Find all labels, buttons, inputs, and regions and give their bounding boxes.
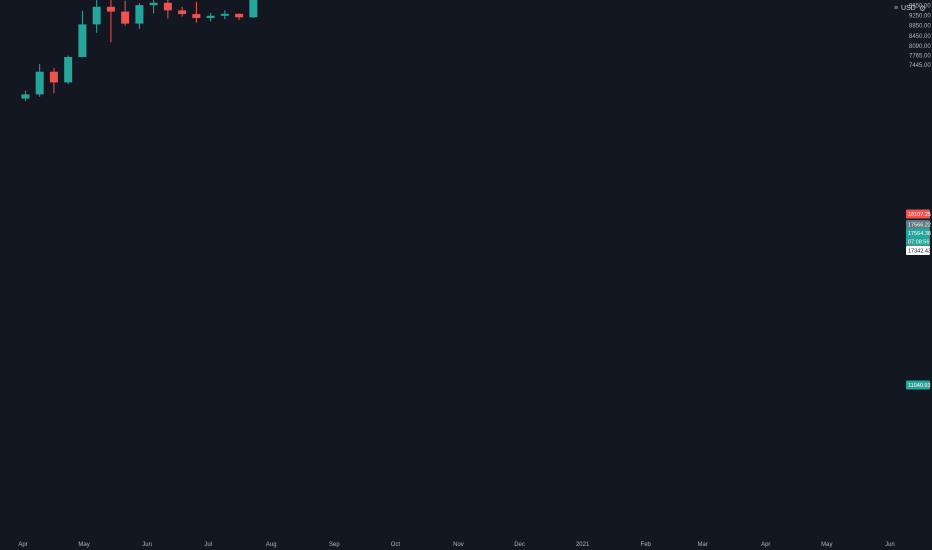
- candles-layer: [21, 0, 258, 102]
- x-tick-label: Aug: [266, 542, 277, 548]
- price-label-last: [906, 228, 930, 238]
- candle: [135, 2, 144, 29]
- x-tick-label: Jun: [885, 542, 895, 548]
- price-label-last-text: 17564.38: [908, 231, 931, 237]
- price-label-cursor-text: 17342.43: [908, 249, 931, 255]
- price-label-countdown: [906, 237, 930, 246]
- x-tick-label: May: [78, 542, 89, 548]
- price-labels: 18107.25 17566.22 17564.38 07:08:56 17342.43…: [906, 209, 931, 390]
- x-tick-label: Jul: [204, 542, 212, 548]
- candle-body: [21, 94, 30, 99]
- price-label-stop: [906, 209, 930, 219]
- candle-body: [64, 56, 73, 83]
- candle: [21, 90, 30, 102]
- menu-icon[interactable]: ≡: [893, 4, 899, 12]
- candle: [192, 1, 201, 23]
- candle: [178, 6, 187, 17]
- y-tick-label: 9650.00: [909, 4, 931, 10]
- candle-body: [121, 11, 130, 24]
- candle: [92, 0, 101, 33]
- candle-body: [163, 2, 172, 11]
- candle-body: [220, 13, 229, 16]
- price-label-entry-text: 17566.22: [908, 223, 931, 229]
- y-tick-label: 7765.00: [909, 53, 931, 59]
- x-tick-label: Sep: [329, 542, 340, 548]
- candle-body: [192, 14, 201, 19]
- candle-body: [235, 13, 244, 18]
- candle-body: [135, 5, 144, 24]
- price-axis[interactable]: 31000.0029000.0027000.0025000.0024000.00…: [909, 0, 932, 69]
- x-tick-label: Jun: [142, 542, 152, 548]
- x-tick-label: Feb: [641, 542, 652, 548]
- candle: [64, 55, 73, 85]
- y-tick-label: 7445.00: [909, 63, 931, 69]
- candle-body: [35, 71, 44, 95]
- candle: [149, 0, 158, 14]
- candle-body: [206, 15, 215, 19]
- candle: [163, 0, 172, 19]
- x-tick-label: Oct: [391, 542, 401, 548]
- price-label-cursor: [906, 246, 930, 255]
- y-tick-label: 8450.00: [909, 34, 931, 40]
- x-tick-label: Mar: [698, 542, 708, 548]
- candle-body: [92, 6, 101, 25]
- candle-body: [106, 6, 115, 12]
- price-scale-header: ≡ USD ⚙: [894, 2, 926, 14]
- x-tick-label: Nov: [453, 542, 464, 548]
- price-label-countdown-text: 07:08:56: [908, 240, 929, 246]
- price-label-target: [906, 380, 930, 390]
- price-label-target-text: 11040.93: [908, 383, 931, 389]
- candle-body: [78, 24, 87, 57]
- candle-body: [249, 0, 258, 18]
- x-tick-label: 2021: [576, 542, 590, 548]
- candle: [78, 10, 87, 58]
- candle: [249, 0, 258, 19]
- x-tick-label: May: [821, 542, 832, 548]
- y-tick-label: 9250.00: [909, 13, 931, 19]
- x-tick-label: Dec: [514, 542, 525, 548]
- x-tick-label: Apr: [18, 542, 27, 548]
- candle: [220, 10, 229, 20]
- time-axis[interactable]: Apr May Jun Jul Aug Sep Oct Nov Dec 2021 Feb Mar Apr…: [18, 542, 894, 548]
- candle: [49, 67, 58, 94]
- candle: [206, 13, 215, 22]
- price-label-entry: [906, 220, 930, 229]
- candle-body: [178, 10, 187, 15]
- gear-icon[interactable]: ⚙: [918, 3, 926, 13]
- currency-label[interactable]: USD: [901, 4, 916, 12]
- candle-body: [149, 2, 158, 6]
- candle: [106, 0, 115, 43]
- y-tick-label: 8850.00: [909, 23, 931, 29]
- y-tick-label: 8090.00: [909, 44, 931, 50]
- x-tick-label: Apr: [761, 542, 770, 548]
- candle: [35, 63, 44, 97]
- candle-body: [49, 71, 58, 83]
- candle: [235, 13, 244, 21]
- price-label-stop-text: 18107.25: [908, 212, 931, 218]
- candle: [121, 0, 130, 26]
